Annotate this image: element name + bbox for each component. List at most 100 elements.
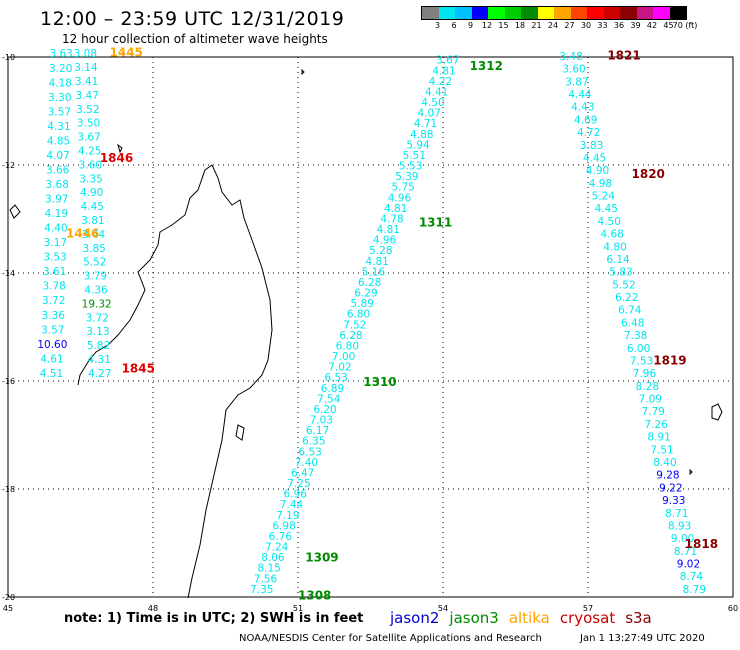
- pass-label: 1311: [419, 216, 452, 230]
- lon-tick-label: 48: [148, 604, 158, 613]
- legend-swatch: [653, 7, 670, 19]
- wave-height-value: 7.00: [332, 351, 355, 363]
- wave-height-value: 7.26: [644, 419, 668, 431]
- wave-height-value: 4.72: [577, 127, 600, 139]
- wave-height-value: 7.35: [250, 584, 273, 596]
- wave-height-value: 6.74: [618, 305, 642, 317]
- wave-height-value: 9.33: [662, 495, 685, 507]
- wave-height-value: 6.96: [284, 489, 308, 501]
- wave-height-value: 3.30: [48, 92, 71, 104]
- wave-height-value: 8.06: [261, 552, 285, 564]
- satellite-name: cryosat: [559, 609, 616, 627]
- wave-height-value: 3.41: [75, 76, 98, 88]
- track-cryosat-1821-1818: 3.483.603.874.444.434.694.723.834.454.90…: [559, 51, 706, 596]
- legend-swatch: [521, 7, 538, 19]
- pass-label: 1446: [66, 227, 99, 241]
- lat-tick-label: -14: [2, 269, 15, 278]
- pass-label: 1845: [122, 362, 155, 376]
- wave-height-value: 8.15: [257, 563, 280, 575]
- legend-label: 27: [564, 21, 575, 30]
- wave-height-value: 9.22: [659, 482, 682, 494]
- wave-height-value: 3.61: [43, 266, 66, 278]
- legend-label: 3: [434, 21, 441, 30]
- wave-height-value: 4.25: [78, 146, 101, 158]
- wave-height-value: 7.25: [287, 478, 310, 490]
- wave-height-value: 5.83: [609, 267, 632, 279]
- legend-label: 33: [597, 21, 608, 30]
- wave-height-value: 4.07: [46, 150, 69, 162]
- wave-height-value: 6.29: [354, 288, 377, 300]
- legend-swatch: [554, 7, 571, 19]
- axis-labels: 45 48 51 54 57 60 -10 -12 -14 -16 -18 -20: [2, 53, 738, 613]
- wave-height-value: 8.40: [653, 457, 676, 469]
- legend-label: 15: [498, 21, 509, 30]
- wave-height-value: 5.75: [391, 182, 414, 194]
- legend-swatch: [504, 7, 521, 19]
- wave-height-value: 5.51: [403, 150, 426, 162]
- wave-height-value: 7.52: [343, 319, 366, 331]
- wave-height-value: 3.85: [82, 243, 105, 255]
- generated-timestamp: Jan 1 13:27:49 UTC 2020: [580, 633, 705, 644]
- legend-label: 9: [467, 21, 474, 30]
- pass-label: 1818: [685, 537, 718, 551]
- wave-height-value: 8.79: [683, 584, 706, 596]
- wave-height-value: 3.48: [559, 51, 582, 63]
- satellite-name: jason2: [390, 609, 440, 627]
- wave-height-value: 19.32: [82, 298, 112, 310]
- legend-swatch: [620, 7, 637, 19]
- legend-swatch: [570, 7, 587, 19]
- wave-height-value: 4.96: [388, 192, 412, 204]
- wave-height-value: 4.31: [47, 121, 70, 133]
- wave-height-value: 6.20: [313, 404, 336, 416]
- track-jason3-1312-1308: 3.674.814.224.414.504.074.714.885.945.51…: [250, 55, 459, 596]
- wave-height-value: 3.81: [81, 215, 104, 227]
- wave-height-value: 6.89: [321, 383, 344, 395]
- pass-label: 1821: [607, 48, 640, 62]
- wave-height-value: 5.52: [83, 257, 106, 269]
- altimeter-tracks: 3.63 3.20 4.18 3.30 3.57 4.31 4.85 4.07 3.66 3.68…: [37, 48, 706, 596]
- tromelin-island: [301, 68, 305, 76]
- wave-height-value: 4.81: [432, 65, 455, 77]
- wave-height-value: 7.40: [295, 457, 318, 469]
- wave-height-value: 3.14: [74, 62, 98, 74]
- small-island-b: [235, 424, 245, 441]
- mauritius-island: [711, 403, 723, 421]
- color-legend-labels: 3 6 9 12 15 18 21 24 27 30 33 36 39 42 45 70 (ft): [421, 21, 740, 33]
- wave-height-value: 3.57: [41, 324, 64, 336]
- wave-height-value: 6.35: [302, 436, 325, 448]
- wave-height-value: 4.18: [49, 77, 72, 89]
- wave-height-value: 9.00: [671, 533, 694, 545]
- wave-height-value: 4.69: [574, 114, 597, 126]
- wave-height-value: 5.82: [87, 340, 110, 352]
- legend-swatch: [603, 7, 620, 19]
- wave-height-value: 7.24: [265, 542, 289, 554]
- wave-height-value: 3.08: [74, 48, 97, 60]
- wave-height-value: 5.94: [406, 139, 430, 151]
- pass-label: 1312: [470, 59, 503, 73]
- wave-height-value: 4.90: [586, 165, 609, 177]
- wave-height-value: 4.68: [600, 229, 623, 241]
- wave-height-value: 6.28: [358, 277, 381, 289]
- wave-height-value: 6.14: [606, 254, 630, 266]
- wave-height-value: 4.96: [373, 235, 397, 247]
- pass-label: 1445: [110, 46, 143, 60]
- wave-height-value: 3.57: [48, 106, 71, 118]
- wave-height-value: 7.56: [254, 573, 278, 585]
- legend-swatch: [636, 7, 653, 19]
- wave-height-value: 3.60: [562, 64, 585, 76]
- wave-height-value: 7.19: [276, 510, 299, 522]
- wave-height-value: 3.47: [76, 90, 99, 102]
- legend-label: 36: [613, 21, 625, 30]
- wave-height-value: 6.53: [324, 372, 347, 384]
- pass-labels: 1445 1846 1446 1845 1312 1311 1310 1309 1308 1821…: [66, 46, 718, 603]
- wave-height-value: 7.02: [328, 362, 351, 374]
- pass-label: 1310: [363, 375, 396, 389]
- wave-height-value: 6.80: [347, 309, 370, 321]
- lon-tick-label: 51: [293, 604, 303, 613]
- wave-height-value: 4.43: [571, 102, 594, 114]
- wave-height-value: 3.13: [86, 326, 109, 338]
- wave-height-value: 7.51: [650, 444, 673, 456]
- wave-height-value: 3.44: [82, 229, 106, 241]
- wave-height-value: 3.36: [42, 310, 66, 322]
- map-subtitle: 12 hour collection of altimeter wave hei…: [62, 32, 328, 46]
